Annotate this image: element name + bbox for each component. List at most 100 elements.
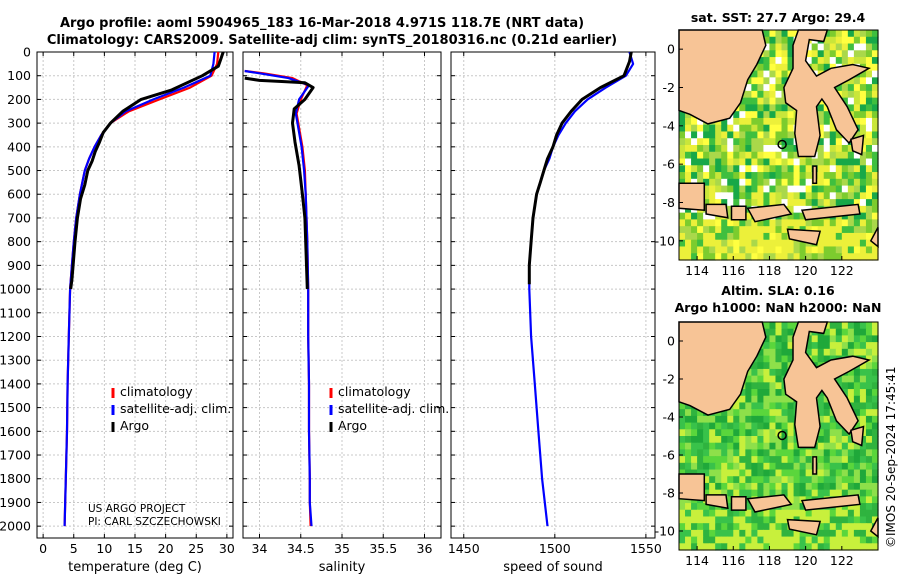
map-cell: [853, 43, 861, 51]
sumba-landmass: [786, 518, 822, 536]
map-cell: [703, 145, 710, 153]
map-cell: [769, 362, 777, 370]
map-cell: [679, 165, 686, 173]
map-cell: [763, 30, 771, 38]
map-cell: [691, 523, 698, 531]
map-cell: [757, 97, 765, 106]
depth-tick-label: 1200: [0, 329, 31, 344]
map-cell: [865, 145, 873, 153]
map-cell: [757, 185, 765, 193]
map-cell: [763, 111, 771, 119]
map-cell: [703, 131, 710, 139]
map-cell: [817, 489, 825, 497]
map-cell: [697, 219, 704, 227]
map-cell: [697, 239, 704, 248]
map-cell: [787, 543, 795, 551]
map-cell: [679, 436, 686, 444]
map-cell: [679, 503, 686, 511]
map-cell: [691, 456, 698, 464]
map-cell: [817, 226, 825, 234]
map-cell: [823, 523, 831, 531]
map-cell: [859, 246, 867, 254]
map-cell: [727, 185, 734, 193]
map-cell: [751, 395, 758, 404]
map-cell: [727, 158, 734, 166]
map-cell: [859, 30, 867, 38]
map-cell: [709, 145, 716, 153]
map-cell: [853, 375, 861, 383]
map-cell: [859, 50, 867, 58]
map-cell: [853, 77, 861, 85]
lombok-landmass: [730, 205, 747, 221]
map-cell: [859, 449, 867, 457]
map-cell: [817, 178, 825, 187]
map-cell: [745, 165, 752, 173]
map-cell: [823, 219, 831, 227]
map-cell: [865, 226, 873, 234]
map-cell: [847, 395, 855, 404]
map-cell: [763, 442, 771, 451]
map-cell: [757, 111, 765, 119]
map-cell: [739, 469, 746, 477]
map-cell: [829, 145, 837, 153]
map-cell: [739, 124, 746, 133]
map-cell: [691, 536, 698, 544]
map-cell: [781, 395, 789, 404]
map-cell: [739, 246, 746, 254]
map-cell: [853, 232, 861, 241]
map-cell: [805, 199, 813, 207]
map-cell: [703, 469, 710, 477]
map-cell: [763, 402, 771, 410]
map-cell: [787, 57, 795, 65]
map-cell: [859, 158, 867, 166]
map-cell: [847, 322, 855, 330]
x-tick-label: 0: [39, 541, 47, 556]
map-cell: [745, 239, 752, 248]
map-cell: [853, 117, 861, 126]
map-cell: [859, 57, 867, 65]
map-cell: [829, 246, 837, 254]
map-cell: [751, 192, 758, 200]
map-cell: [847, 165, 855, 173]
map-cell: [841, 536, 849, 544]
map-cell: [709, 158, 716, 166]
map-cell: [847, 178, 855, 187]
map-cell: [727, 429, 734, 437]
map-cell: [805, 462, 813, 471]
map-cell: [871, 355, 879, 363]
map-cell: [775, 328, 783, 337]
map-cell: [853, 389, 861, 397]
map-cell: [721, 509, 728, 518]
map-cell: [841, 239, 849, 248]
map-cell: [793, 185, 801, 193]
map-cell: [739, 253, 746, 261]
map-cell: [757, 523, 765, 531]
map-cell: [775, 192, 783, 200]
map-cell: [745, 185, 752, 193]
map-cell: [733, 422, 740, 430]
map-cell: [793, 178, 801, 187]
map-cell: [697, 469, 704, 477]
map-cell: [685, 253, 692, 261]
map-cell: [703, 415, 710, 424]
map-cell: [745, 529, 752, 538]
map-cell: [757, 489, 765, 497]
map-cell: [811, 489, 819, 497]
map-cell: [775, 63, 783, 72]
map-cell: [745, 368, 752, 377]
map-cell: [787, 43, 795, 51]
map-cell: [811, 226, 819, 234]
map-cell: [697, 436, 704, 444]
map-cell: [781, 415, 789, 424]
map-cell: [829, 131, 837, 139]
map-cell: [775, 165, 783, 173]
map-cell: [829, 516, 837, 524]
map-cell: [679, 138, 686, 146]
bali-landmass: [705, 203, 729, 219]
map-cell: [739, 456, 746, 464]
map-cell: [709, 253, 716, 261]
map-cell: [703, 246, 710, 254]
map-cell: [769, 239, 777, 248]
map-cell: [853, 239, 861, 248]
map-cell: [709, 509, 716, 518]
